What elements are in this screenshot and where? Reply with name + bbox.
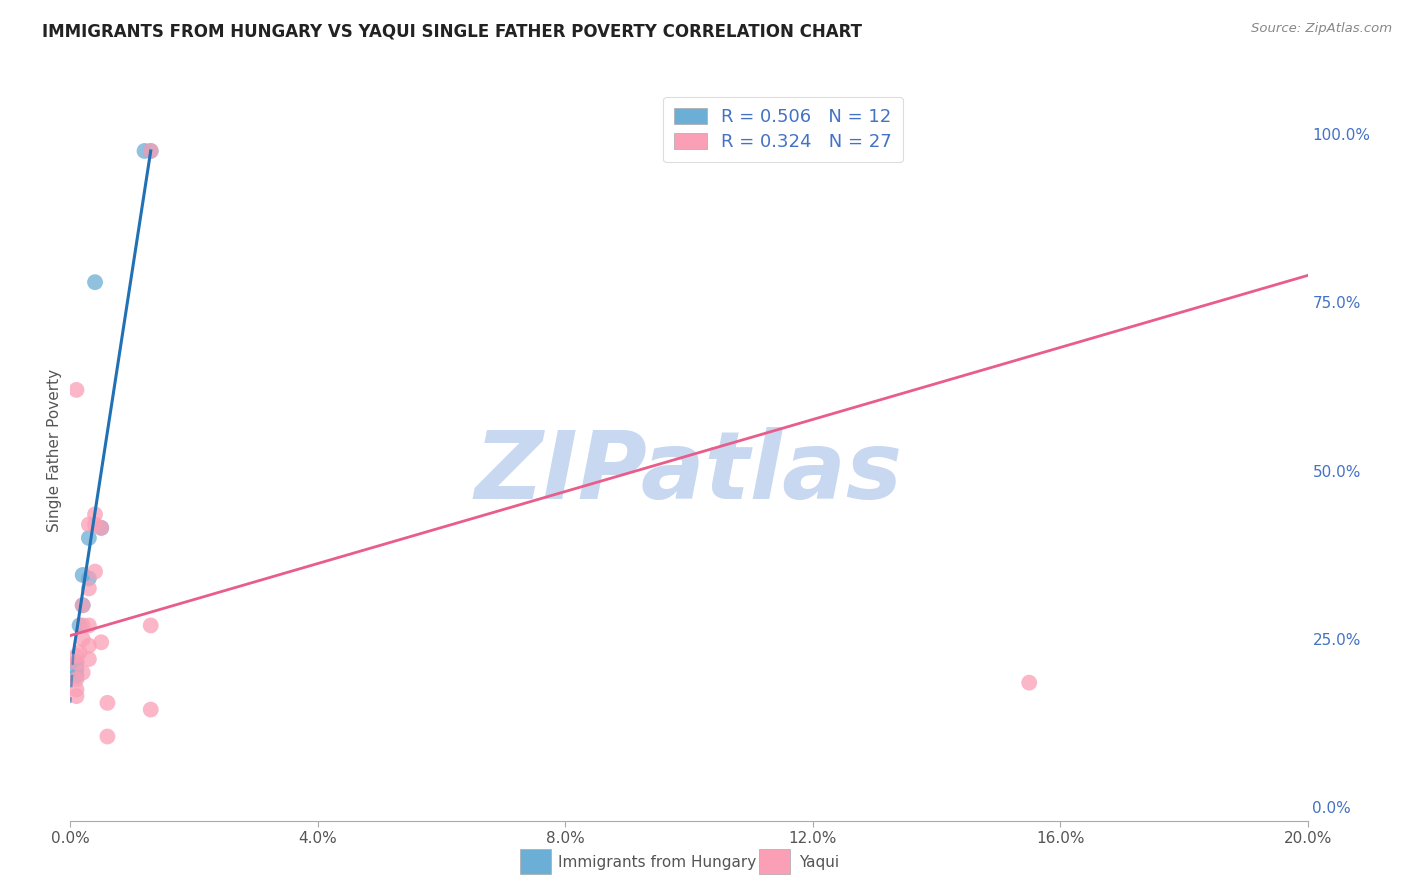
Point [77, 618, 100, 632]
Point [84, 517, 107, 532]
Point [96, 730, 118, 744]
Point [77, 571, 100, 585]
Point [65, 682, 87, 697]
Point [65, 689, 87, 703]
Point [69, 645, 91, 659]
Point [84, 508, 107, 522]
Point [65, 662, 87, 676]
Point [65, 383, 87, 397]
Y-axis label: Single Father Poverty: Single Father Poverty [46, 369, 62, 532]
Point [77, 582, 100, 596]
Point [65, 648, 87, 663]
Point [90, 635, 112, 649]
Point [139, 703, 162, 717]
Text: Yaqui: Yaqui [799, 855, 839, 870]
Point [72, 665, 94, 680]
Point [134, 144, 156, 158]
Point [90, 521, 112, 535]
Point [72, 568, 94, 582]
Point [1018, 675, 1040, 690]
Legend: R = 0.506   N = 12, R = 0.324   N = 27: R = 0.506 N = 12, R = 0.324 N = 27 [664, 96, 903, 162]
Point [77, 517, 100, 532]
Text: IMMIGRANTS FROM HUNGARY VS YAQUI SINGLE FATHER POVERTY CORRELATION CHART: IMMIGRANTS FROM HUNGARY VS YAQUI SINGLE … [42, 22, 862, 40]
Text: ZIPatlas: ZIPatlas [475, 426, 903, 518]
Text: Immigrants from Hungary: Immigrants from Hungary [558, 855, 756, 870]
Point [65, 656, 87, 670]
Point [77, 639, 100, 653]
Point [139, 144, 162, 158]
Point [139, 618, 162, 632]
Point [69, 618, 91, 632]
Text: Source: ZipAtlas.com: Source: ZipAtlas.com [1251, 22, 1392, 36]
Point [77, 531, 100, 545]
Point [84, 275, 107, 289]
Point [77, 652, 100, 666]
Point [72, 632, 94, 646]
Point [139, 144, 162, 158]
Point [72, 599, 94, 613]
Point [72, 599, 94, 613]
Point [72, 618, 94, 632]
Point [84, 565, 107, 579]
Point [65, 656, 87, 670]
Point [65, 673, 87, 687]
Point [90, 521, 112, 535]
Point [65, 669, 87, 683]
Point [96, 696, 118, 710]
